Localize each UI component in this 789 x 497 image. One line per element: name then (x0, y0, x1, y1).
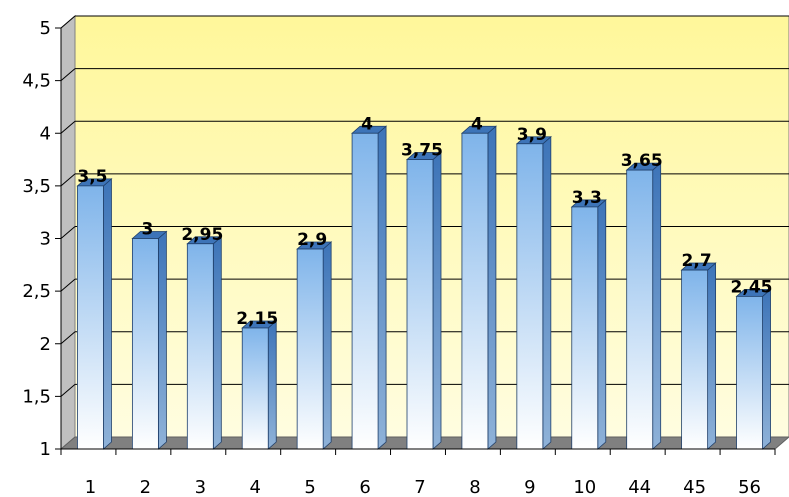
bar-side (487, 125, 497, 450)
bar-front (296, 248, 324, 450)
bar: 2,45 (731, 277, 773, 450)
data-label: 3,9 (517, 125, 547, 145)
data-label: 2,7 (682, 251, 712, 271)
gridline-side (60, 331, 76, 345)
x-tick-label: 9 (524, 477, 535, 497)
bar-side (377, 125, 387, 450)
gridline-side (60, 68, 76, 82)
bar-front (681, 269, 709, 450)
x-tick-label: 44 (628, 477, 651, 497)
bar-front (571, 206, 599, 450)
bar-front (351, 132, 379, 450)
gridline-side (60, 173, 76, 187)
x-tick-label: 45 (683, 477, 706, 497)
x-tick-label: 10 (573, 477, 596, 497)
bar-side (542, 135, 552, 450)
bar-side (157, 230, 167, 450)
bar: 3,65 (621, 151, 663, 450)
bar-front (736, 295, 763, 450)
gridline-side (60, 383, 76, 397)
data-label: 4 (361, 114, 373, 134)
bar: 3,9 (515, 125, 552, 450)
bar: 2,7 (680, 251, 717, 450)
bar-side (597, 199, 607, 450)
data-label: 3,75 (401, 141, 443, 161)
x-tick-label: 3 (195, 477, 206, 497)
x-axis: 1 2 3 4 5 6 7 8 9 10 44 45 56 (60, 448, 776, 497)
bar-front (131, 238, 159, 450)
y-tick-label: 1 (40, 439, 51, 460)
gridline-side (60, 120, 76, 134)
bar: 4 (351, 114, 388, 450)
bar-front (241, 327, 269, 450)
bar-front (406, 159, 434, 450)
bar-side (707, 262, 717, 450)
data-label: 2,45 (731, 277, 773, 297)
bar: 2,9 (296, 230, 333, 450)
bar-side (652, 162, 662, 450)
gridline-side (60, 15, 76, 29)
x-tick-label: 4 (250, 477, 261, 497)
data-label: 3,5 (77, 167, 107, 187)
x-tick-label: 5 (304, 477, 315, 497)
bar: 2,95 (181, 225, 223, 450)
data-label: 3 (141, 220, 153, 240)
data-label: 2,15 (236, 309, 278, 329)
y-tick-label: 4 (40, 123, 51, 144)
bar: 3,3 (570, 188, 607, 450)
bar-side (322, 241, 332, 450)
bar-front (77, 185, 104, 450)
data-label: 3,3 (572, 188, 602, 208)
bar-front (626, 169, 654, 450)
bar: 3,75 (401, 141, 443, 450)
data-label: 2,9 (297, 230, 327, 250)
y-axis: 1 1,5 2 2,5 3 3,5 4 4,5 5 (22, 18, 62, 460)
y-tick-label: 4,5 (22, 71, 51, 92)
x-tick-label: 1 (85, 477, 96, 497)
y-tick-label: 2 (40, 334, 51, 355)
data-label: 3,65 (621, 151, 663, 171)
x-tick-label: 6 (359, 477, 370, 497)
y-tick-label: 5 (40, 18, 51, 39)
y-tick-label: 2,5 (22, 281, 51, 302)
bar: 4 (460, 114, 497, 450)
bar-front (186, 243, 214, 450)
bars: 3,5 3 2,95 2,15 2,9 4 3,75 4 3,9 3,3 3,65 2,7 2,45 (76, 114, 773, 450)
bar-side (212, 235, 222, 450)
gridline-side (60, 226, 76, 239)
bar-side (762, 288, 771, 450)
y-tick-label: 3,5 (22, 176, 51, 197)
bar: 3 (131, 220, 168, 450)
data-label: 4 (471, 114, 483, 134)
bar-side (267, 320, 277, 450)
x-tick-label: 56 (738, 477, 761, 497)
x-tick-label: 7 (414, 477, 425, 497)
bar-front (516, 143, 544, 450)
gridline-side (60, 278, 76, 292)
bar: 3,5 (76, 167, 113, 450)
x-tick-label: 2 (140, 477, 151, 497)
bar-front (461, 132, 489, 450)
bar-side (432, 151, 442, 450)
y-tick-label: 1,5 (22, 386, 51, 407)
bar-side (103, 177, 112, 450)
y-tick-label: 3 (40, 229, 51, 250)
data-label: 2,95 (181, 225, 223, 245)
bar: 2,15 (236, 309, 278, 450)
x-tick-label: 8 (469, 477, 480, 497)
